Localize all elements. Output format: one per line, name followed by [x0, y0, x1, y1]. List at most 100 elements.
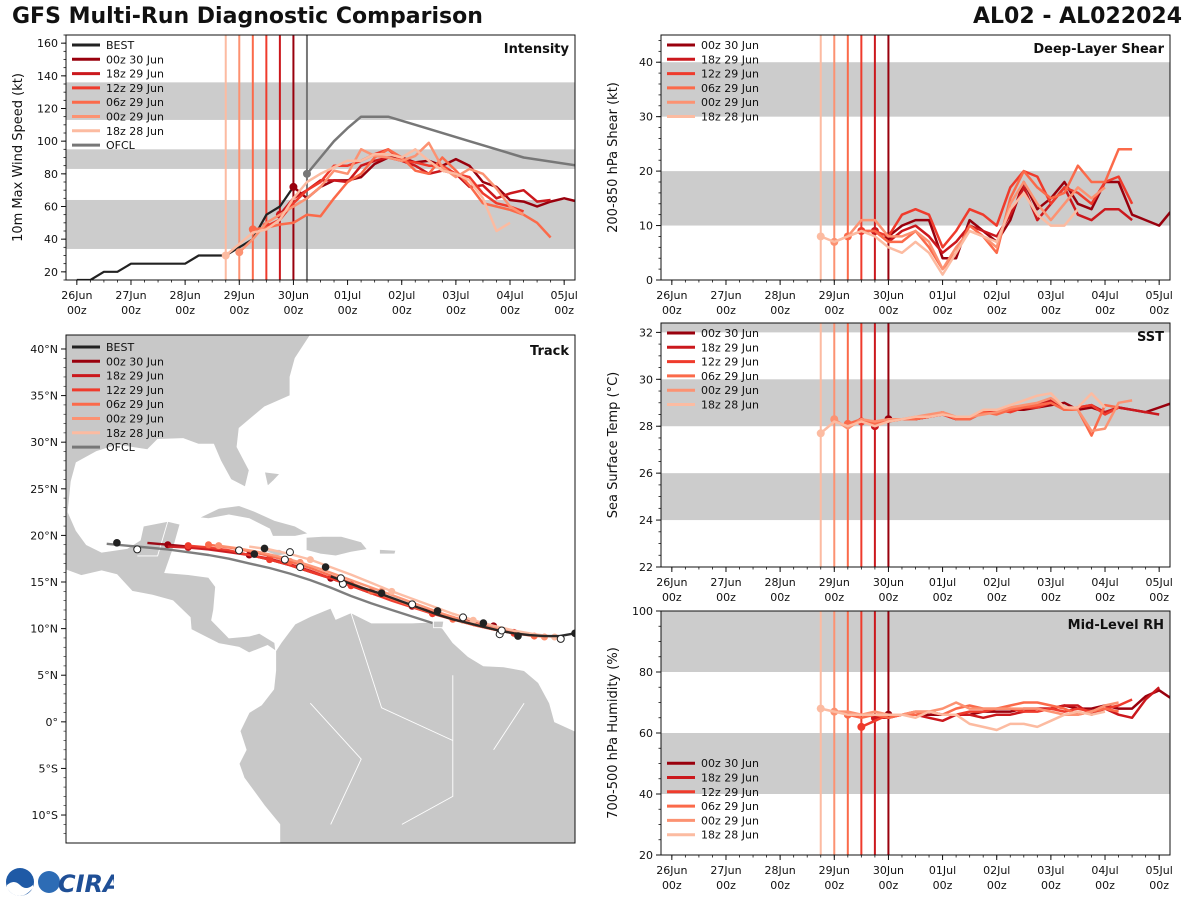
path — [433, 620, 445, 629]
x-tick-label: 30Jun — [278, 289, 309, 302]
legend-label: 18z 28 Jun — [701, 829, 759, 842]
x-tick-sublabel: 00z — [933, 591, 953, 604]
y-tick-label: 10 — [639, 220, 653, 233]
y-tick-label: 0 — [646, 274, 653, 287]
track-point — [306, 556, 314, 564]
y-tick-label: 22 — [639, 561, 653, 574]
y-tick-label: 100 — [632, 605, 653, 618]
noaa-wave-icon — [7, 882, 33, 896]
track-panel: 40°N 35°N 30°N 25°N 20°N 15°N 10°N 5°N 0° 5°S 10°S… — [30, 334, 576, 844]
series-group — [816, 392, 1170, 438]
x-tick-label: 02Jul — [388, 289, 415, 302]
y-tick-label: 100 — [37, 135, 58, 148]
legend-label: 06z 29 Jun — [701, 82, 759, 95]
panel-title: Deep-Layer Shear — [1033, 42, 1164, 57]
x-tick-label: 26Jun — [61, 289, 92, 302]
x-tick-label: 01Jul — [929, 289, 956, 302]
lat-tick-label: 10°S — [32, 809, 58, 822]
x-tick-sublabel: 00z — [987, 591, 1007, 604]
track-open-marker — [408, 600, 417, 609]
track-open-marker — [280, 555, 289, 564]
path — [379, 548, 397, 555]
track-open-marker — [285, 548, 294, 557]
y-tick-label: 40 — [639, 56, 653, 69]
y-tick-label: 20 — [639, 165, 653, 178]
series-start-marker — [816, 429, 825, 438]
x-tick-label: 04Jul — [1091, 864, 1118, 877]
x-tick-label: 05Jul — [1146, 864, 1173, 877]
x-tick-label: 01Jul — [929, 576, 956, 589]
x-tick-sublabel: 00z — [987, 879, 1007, 892]
series-line-00z-30-jun — [887, 180, 1170, 260]
track-point — [215, 542, 223, 550]
series-line-00z-29-jun — [833, 396, 1133, 433]
track-line-ofcl — [106, 542, 433, 625]
x-tick-label: 04Jul — [496, 289, 523, 302]
series-start-marker — [816, 232, 825, 241]
x-tick-label: 27Jun — [710, 576, 741, 589]
legend-label: OFCL — [106, 139, 136, 152]
lat-tick-label: 5°N — [37, 669, 58, 682]
x-tick-label: 01Jul — [334, 289, 361, 302]
x-tick-sublabel: 00z — [392, 304, 412, 317]
x-tick-sublabel: 00z — [824, 879, 844, 892]
y-tick-label: 20 — [639, 849, 653, 862]
cira-logo-text: CIRA — [58, 870, 114, 898]
legend-label: 12z 29 Jun — [701, 68, 759, 81]
track-filled-marker — [250, 550, 259, 558]
x-tick-label: 29Jun — [819, 576, 850, 589]
shaded-band — [66, 199, 575, 249]
intensity-panel: 20 40 60 80 100 120 140 160 10m Max Wind Speed (… — [11, 34, 578, 317]
y-tick-label: 80 — [639, 666, 653, 679]
country-border — [401, 675, 454, 825]
x-tick-sublabel: 00z — [770, 304, 790, 317]
lat-tick-label: 0° — [46, 716, 59, 729]
x-tick-label: 02Jul — [983, 576, 1010, 589]
y-tick-label: 28 — [639, 420, 653, 433]
y-tick-label: 30 — [639, 373, 653, 386]
panel-title: Track — [530, 344, 569, 359]
x-tick-label: 28Jun — [765, 864, 796, 877]
x-tick-sublabel: 00z — [716, 879, 736, 892]
track-filled-marker — [260, 544, 269, 553]
legend-label: 12z 29 Jun — [701, 356, 759, 369]
track-open-marker — [296, 563, 305, 572]
x-tick-sublabel: 00z — [284, 304, 304, 317]
x-tick-sublabel: 00z — [1149, 591, 1169, 604]
legend-label: 00z 29 Jun — [701, 96, 759, 109]
path — [66, 335, 311, 654]
series-group — [816, 686, 1170, 732]
series-start-marker — [221, 251, 230, 260]
x-tick-sublabel: 00z — [1095, 879, 1115, 892]
x-tick-sublabel: 00z — [1095, 304, 1115, 317]
shaded-band — [661, 62, 1170, 117]
legend-label: 12z 29 Jun — [106, 384, 164, 397]
track-filled-marker — [571, 629, 575, 638]
x-tick-sublabel: 00z — [67, 304, 87, 317]
x-tick-sublabel: 00z — [175, 304, 195, 317]
lat-tick-label: 5°S — [39, 762, 58, 775]
track-point — [266, 556, 274, 564]
x-tick-sublabel: 00z — [1095, 591, 1115, 604]
track-point — [469, 616, 477, 624]
x-tick-label: 03Jul — [1037, 576, 1064, 589]
x-tick-label: 29Jun — [224, 289, 255, 302]
x-tick-sublabel: 00z — [933, 879, 953, 892]
track-point — [388, 587, 396, 595]
x-tick-label: 28Jun — [765, 576, 796, 589]
x-tick-sublabel: 00z — [1149, 304, 1169, 317]
x-tick-label: 28Jun — [765, 289, 796, 302]
y-tick-label: 40 — [639, 788, 653, 801]
x-tick-sublabel: 00z — [770, 591, 790, 604]
track-filled-marker — [433, 607, 442, 615]
series-group — [76, 115, 575, 280]
track-point — [205, 541, 213, 549]
panel-title: Mid-Level RH — [1068, 618, 1164, 633]
country-border — [137, 521, 169, 557]
legend-label: 06z 29 Jun — [701, 800, 759, 813]
track-filled-marker — [113, 539, 121, 547]
shaded-band — [661, 611, 1170, 672]
legend-label: 18z 29 Jun — [106, 370, 164, 383]
legend-label: 18z 28 Jun — [106, 125, 164, 138]
x-tick-sublabel: 00z — [1149, 879, 1169, 892]
